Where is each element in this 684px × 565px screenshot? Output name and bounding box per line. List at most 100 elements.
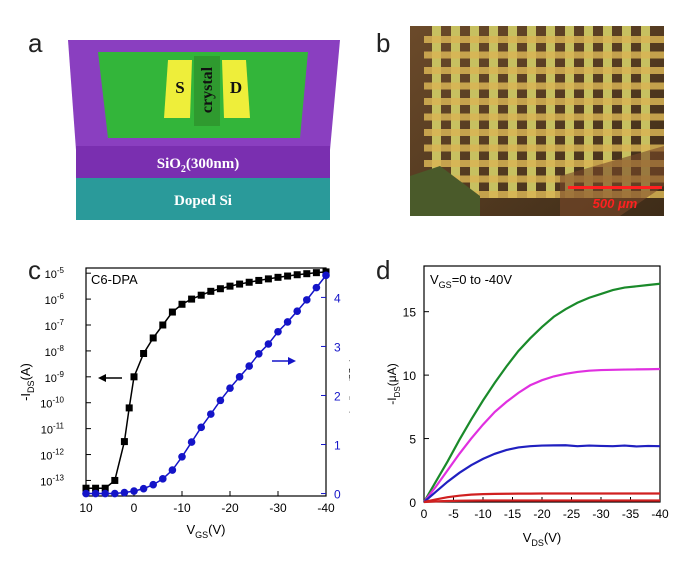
x-tick-label: -20 bbox=[221, 501, 239, 515]
electrode-row bbox=[424, 129, 664, 136]
data-point-sqrt-current bbox=[274, 327, 282, 336]
electrode-column bbox=[584, 26, 593, 198]
chart-title: VGS=0 to -40V bbox=[430, 272, 512, 290]
data-point-current bbox=[140, 350, 148, 357]
y-right-axis-label: (-IDS)1/2(μA)1/2 bbox=[347, 358, 350, 427]
x-tick-label: -10 bbox=[474, 507, 492, 521]
data-point-current bbox=[207, 287, 215, 295]
data-point-sqrt-current bbox=[322, 271, 330, 280]
data-point-current bbox=[82, 484, 90, 492]
electrode-column bbox=[603, 26, 612, 198]
electrode-column bbox=[641, 26, 650, 198]
x-tick-label: -25 bbox=[563, 507, 581, 521]
series-curve-vgs40v bbox=[423, 282, 661, 503]
data-point-sqrt-current bbox=[91, 489, 100, 498]
x-tick-label: 0 bbox=[421, 507, 428, 521]
x-tick-label: -30 bbox=[592, 507, 610, 521]
y-left-tick-label: 10-11 bbox=[41, 422, 65, 437]
substrate-label: Doped Si bbox=[174, 193, 232, 209]
crystal-film bbox=[560, 146, 664, 216]
source-label: S bbox=[175, 78, 184, 97]
series-line-sqrt-current bbox=[86, 274, 327, 495]
data-point-current bbox=[303, 270, 311, 278]
data-point-current bbox=[216, 285, 224, 293]
data-point-sqrt-current bbox=[149, 480, 157, 489]
electrode-row bbox=[424, 51, 664, 59]
x-tick-label: -20 bbox=[533, 507, 551, 521]
data-point-current bbox=[92, 484, 100, 492]
data-point-sqrt-current bbox=[168, 466, 177, 474]
scalebar bbox=[568, 186, 662, 189]
y-left-tick-label: 10-8 bbox=[45, 344, 65, 359]
y-tick-label: 15 bbox=[403, 306, 417, 320]
data-point-current bbox=[245, 278, 253, 286]
data-point-sqrt-current bbox=[139, 484, 148, 493]
data-point-sqrt-current bbox=[283, 318, 292, 326]
data-point-sqrt-current bbox=[235, 373, 244, 381]
y-right-tick-label: 3 bbox=[334, 340, 341, 354]
data-point-sqrt-current bbox=[101, 489, 109, 498]
x-tick-label: -35 bbox=[622, 507, 640, 521]
device-schematic: S D crystal SiO2(300nm) Doped Si bbox=[68, 40, 340, 220]
y-right-tick-label: 0 bbox=[334, 488, 341, 502]
electrode-row bbox=[424, 82, 664, 90]
data-point-current bbox=[293, 271, 301, 279]
data-point-sqrt-current bbox=[264, 340, 273, 348]
y-left-tick-label: 10-6 bbox=[45, 292, 65, 307]
oxide-label: SiO2(300nm) bbox=[157, 156, 240, 175]
drain-electrode bbox=[222, 60, 250, 118]
data-point-sqrt-current bbox=[207, 410, 215, 418]
drain-label: D bbox=[230, 78, 242, 97]
x-tick-label: -15 bbox=[504, 507, 522, 521]
crystal-region bbox=[410, 166, 480, 216]
electrode-column bbox=[622, 26, 631, 198]
data-point-current bbox=[149, 334, 157, 342]
electrode-row bbox=[424, 144, 664, 152]
electrode-row bbox=[424, 175, 664, 183]
x-tick-label: 0 bbox=[131, 501, 138, 515]
right-arrowhead bbox=[288, 357, 296, 365]
data-point-current bbox=[197, 291, 205, 299]
y-left-tick-label: 10-13 bbox=[40, 473, 64, 488]
data-point-sqrt-current bbox=[111, 489, 119, 498]
electrode-column bbox=[489, 26, 498, 198]
series-curve-vgs0v bbox=[423, 499, 660, 504]
series-curve-vgs10v bbox=[423, 492, 660, 504]
output-chart: VGS=0 to -40V 0 -5 -10 -15 -20 -25 -30 -35 -40 0 5 1… bbox=[385, 265, 669, 548]
data-point-sqrt-current bbox=[245, 362, 253, 370]
data-point-sqrt-current bbox=[130, 487, 138, 495]
electrode-row bbox=[424, 191, 664, 198]
data-point-current bbox=[312, 269, 320, 277]
data-point-sqrt-current bbox=[216, 396, 225, 405]
y-tick-label: 10 bbox=[403, 369, 417, 383]
data-point-sqrt-current bbox=[254, 350, 263, 358]
y-tick-label: 0 bbox=[409, 496, 416, 510]
electrode-row bbox=[424, 98, 664, 105]
y-right-tick-label: 2 bbox=[334, 389, 341, 403]
data-point-current bbox=[236, 280, 244, 288]
y-right-tick-label: 4 bbox=[334, 291, 341, 305]
electrode-row bbox=[424, 160, 664, 167]
data-point-current bbox=[274, 273, 282, 281]
scalebar-label: 500 μm bbox=[593, 196, 638, 211]
data-point-sqrt-current bbox=[303, 296, 311, 304]
crystal-label: crystal bbox=[199, 66, 216, 113]
left-arrowhead bbox=[98, 374, 106, 382]
plot-frame bbox=[85, 267, 327, 497]
data-point-current bbox=[168, 308, 176, 316]
data-point-current bbox=[178, 300, 186, 308]
y-left-axis-label: -IDS(A) bbox=[18, 363, 36, 401]
y-tick-label: 5 bbox=[409, 433, 416, 447]
data-point-sqrt-current bbox=[120, 488, 129, 497]
electrode-row bbox=[424, 67, 664, 74]
electrode-row bbox=[424, 113, 664, 121]
x-tick-label: -5 bbox=[448, 507, 459, 521]
electrode-column bbox=[508, 26, 517, 198]
electrode-column bbox=[527, 26, 536, 198]
electrode-column bbox=[451, 26, 460, 198]
y-left-tick-label: 10-5 bbox=[45, 266, 65, 281]
data-point-current bbox=[188, 295, 196, 303]
data-point-current bbox=[255, 276, 263, 284]
substrate-layer bbox=[76, 178, 330, 220]
y-axis-label: -IDS(μA) bbox=[385, 363, 402, 404]
